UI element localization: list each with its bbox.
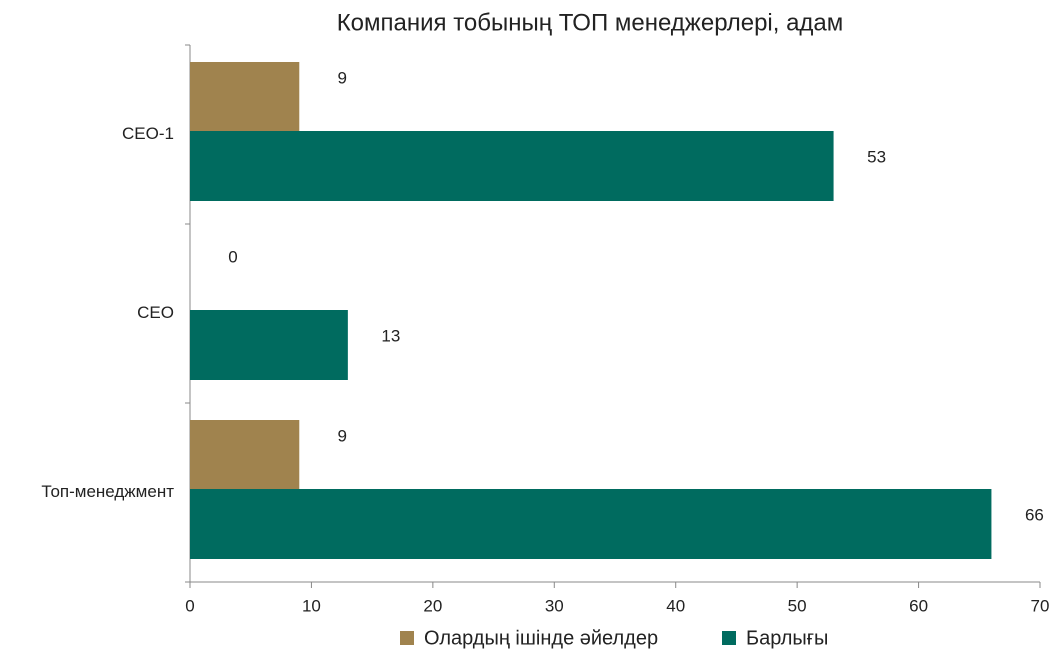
x-tick-label: 60 [909,596,928,615]
x-tick-label: 40 [666,596,685,615]
data-label: 66 [1025,505,1044,524]
data-label: 0 [228,247,237,266]
x-tick-label: 50 [788,596,807,615]
bar [190,489,992,559]
data-label: 13 [381,326,400,345]
legend-label: Барлығы [746,627,828,649]
bar [190,310,348,380]
x-tick-label: 70 [1031,596,1050,615]
legend-label: Олардың ішінде әйелдер [424,627,658,649]
legend-swatch [400,631,414,645]
data-label: 9 [338,426,347,445]
bar [190,62,300,132]
bar [190,131,834,201]
x-tick-label: 30 [545,596,564,615]
x-tick-label: 20 [423,596,442,615]
bar [190,420,300,490]
y-tick-label: CEO [137,303,174,322]
y-tick-label: CEO-1 [122,124,174,143]
chart-title: Компания тобының ТОП менеджерлері, адам [337,9,844,36]
y-tick-label: Топ-менеджмент [41,482,174,501]
legend-swatch [722,631,736,645]
data-label: 9 [338,68,347,87]
x-tick-label: 0 [185,596,194,615]
data-label: 53 [867,147,886,166]
x-tick-label: 10 [302,596,321,615]
